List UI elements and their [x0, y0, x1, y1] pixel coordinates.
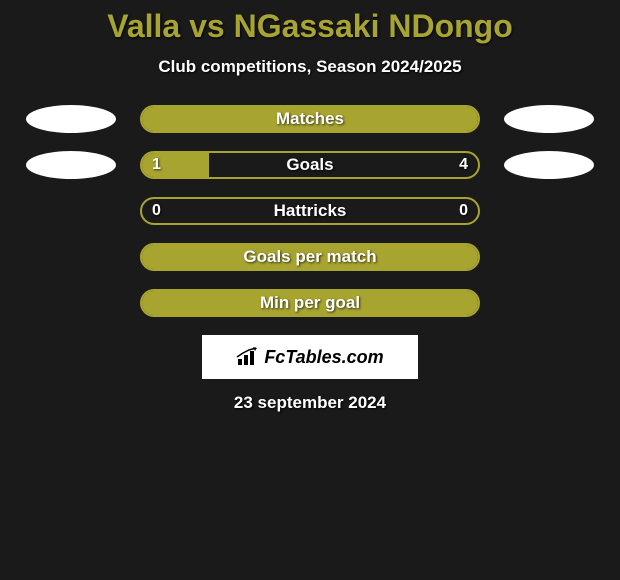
stat-row: 0Hattricks0: [0, 197, 620, 225]
stat-bar: 0Hattricks0: [140, 197, 480, 225]
date-label: 23 september 2024: [0, 393, 620, 413]
stat-row: Min per goal: [0, 289, 620, 317]
bar-chart-icon: [236, 347, 260, 367]
stat-bar: Min per goal: [140, 289, 480, 317]
comparison-widget: Valla vs NGassaki NDongo Club competitio…: [0, 0, 620, 413]
logo-text: FcTables.com: [264, 347, 383, 368]
player-right-ellipse: [504, 151, 594, 179]
stat-label: Goals per match: [142, 245, 478, 269]
stat-value-right: 0: [459, 199, 468, 223]
stat-bar: Goals per match: [140, 243, 480, 271]
stat-row: Matches: [0, 105, 620, 133]
player-left-ellipse: [26, 105, 116, 133]
stat-value-right: 4: [459, 153, 468, 177]
stat-label: Matches: [142, 107, 478, 131]
stat-label: Goals: [142, 153, 478, 177]
page-subtitle: Club competitions, Season 2024/2025: [0, 57, 620, 77]
player-right-ellipse: [504, 105, 594, 133]
stat-row: 1Goals4: [0, 151, 620, 179]
stat-bar: 1Goals4: [140, 151, 480, 179]
stat-row: Goals per match: [0, 243, 620, 271]
logo-box[interactable]: FcTables.com: [202, 335, 418, 379]
stat-label: Hattricks: [142, 199, 478, 223]
stats-list: Matches 1Goals4 0Hattricks0 Goals per match…: [0, 105, 620, 317]
player-left-ellipse: [26, 151, 116, 179]
stat-label: Min per goal: [142, 291, 478, 315]
stat-bar: Matches: [140, 105, 480, 133]
page-title: Valla vs NGassaki NDongo: [0, 8, 620, 45]
